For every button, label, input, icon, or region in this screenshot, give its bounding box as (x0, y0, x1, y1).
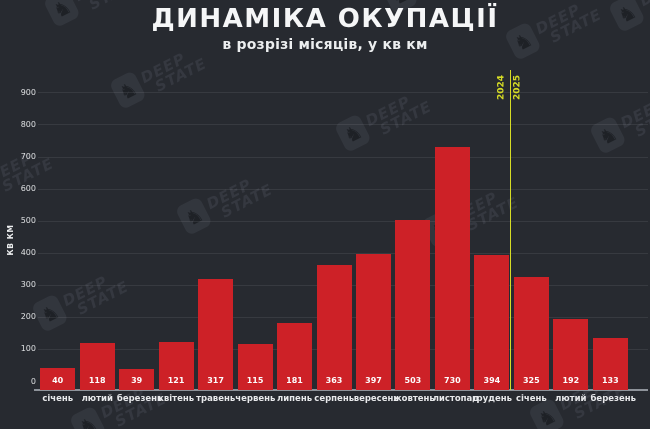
bar-травень: 317 (198, 279, 234, 390)
bar-value-label: 40 (52, 375, 64, 385)
bar-value-label: 397 (365, 375, 382, 385)
bar-value-label: 181 (286, 376, 303, 385)
bar-березень: 133 (592, 338, 628, 390)
x-tick-label: квітень (158, 394, 195, 404)
knight-icon: ♞ (68, 405, 107, 429)
knight-icon: ♞ (30, 293, 69, 334)
bar-value-label: 730 (444, 375, 461, 385)
bar-квітень: 121 (158, 342, 194, 390)
bar-value-label: 121 (167, 375, 185, 385)
y-tick-label: 200 (20, 312, 36, 322)
x-tick-label: грудень (472, 394, 513, 404)
y-tick-label: 100 (20, 344, 36, 354)
knight-icon: ♞ (588, 115, 627, 156)
bar-value-label: 363 (325, 375, 343, 385)
x-tick-label: жовтень (393, 394, 435, 404)
chart-subtitle: в розрізі місяців, у кв км (222, 37, 428, 53)
bar-value-label: 503 (404, 375, 422, 385)
bar-березень: 39 (119, 368, 155, 390)
gridline-700 (38, 156, 648, 158)
x-tick-label: вересень (353, 394, 399, 404)
x-tick-label: січень (42, 394, 74, 404)
x-tick-label: березень (116, 394, 163, 404)
bar-value-label: 115 (246, 375, 264, 385)
bar-червень: 115 (237, 344, 273, 390)
y-tick-label: 300 (20, 280, 36, 290)
bar-value-label: 394 (483, 375, 501, 385)
x-tick-label: лютий (555, 394, 587, 404)
year-label-left: 2024 (496, 74, 507, 101)
year-separator-line (509, 70, 511, 390)
bar-листопад: 730 (434, 146, 470, 390)
bar-січень: 325 (513, 276, 549, 390)
bar-вересень: 397 (356, 253, 391, 390)
y-tick-label: 600 (20, 184, 36, 194)
knight-icon: ♞ (108, 70, 147, 111)
x-axis-line (34, 389, 648, 391)
y-tick-label: 700 (20, 152, 36, 161)
knight-icon: ♞ (333, 113, 372, 154)
bar-грудень: 394 (474, 254, 510, 390)
bar-value-label: 317 (207, 375, 224, 385)
gridline-400 (38, 252, 648, 254)
gridline-800 (38, 124, 648, 126)
chart-title: ДИНАМІКА ОКУПАЦІЇ (151, 4, 499, 34)
bar-value-label: 39 (131, 376, 143, 385)
x-tick-label: лютий (81, 394, 113, 404)
x-tick-label: червень (235, 394, 276, 404)
gridline-500 (38, 220, 648, 222)
bar-value-label: 192 (562, 375, 580, 385)
bar-value-label: 325 (522, 375, 540, 385)
bar-value-label: 133 (601, 375, 619, 385)
x-tick-label: березень (590, 394, 637, 404)
bar-січень: 40 (40, 368, 76, 390)
x-tick-label: листопад (432, 394, 480, 404)
x-tick-label: травень (196, 394, 236, 404)
bar-value-label: 118 (88, 375, 106, 385)
y-tick-label: 900 (20, 87, 36, 97)
y-tick-label: 500 (20, 216, 36, 226)
x-tick-label: січень (515, 394, 547, 404)
y-tick-label: 800 (20, 119, 36, 129)
gridline-900 (38, 92, 648, 94)
bar-серпень: 363 (316, 264, 352, 390)
x-tick-label: липень (277, 394, 313, 404)
bar-лютий: 192 (553, 319, 589, 390)
gridline-600 (38, 188, 648, 190)
y-tick-label: 0 (30, 376, 36, 386)
year-label-right: 2025 (512, 74, 523, 101)
y-tick-label: 400 (20, 248, 36, 258)
knight-icon: ♞ (174, 196, 213, 237)
bar-липень: 181 (277, 323, 312, 390)
bar-жовтень: 503 (395, 219, 431, 390)
bar-лютий: 118 (79, 343, 115, 390)
x-tick-label: серпень (314, 394, 355, 404)
